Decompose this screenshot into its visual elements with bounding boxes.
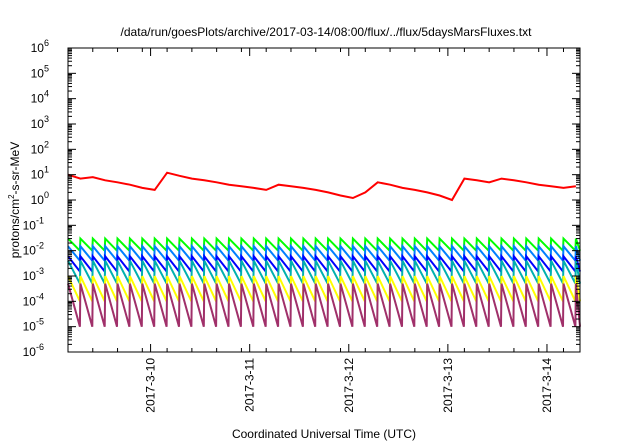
x-tick-label: 2017-3-11 bbox=[243, 358, 257, 412]
x-tick-label: 2017-3-14 bbox=[540, 358, 554, 413]
y-tick-label: 100 bbox=[31, 190, 49, 207]
y-tick-label: 10-6 bbox=[23, 342, 44, 359]
x-axis: 2017-3-10 2017-3-11 2017-3-12 2017-3-13 2017… bbox=[67, 48, 564, 413]
y-tick-label: 105 bbox=[31, 63, 49, 80]
chart-title: /data/run/goesPlots/archive/2017-03-14/0… bbox=[121, 25, 533, 39]
y-tick-label: 102 bbox=[31, 139, 49, 156]
y-tick-label: 10-2 bbox=[23, 241, 44, 258]
y-tick-label: 104 bbox=[31, 89, 49, 106]
y-tick-label: 10-3 bbox=[23, 266, 44, 283]
y-tick-label: 101 bbox=[31, 165, 49, 182]
y-tick-label: 106 bbox=[31, 38, 49, 55]
series-lines bbox=[67, 171, 581, 327]
y-axis-label: protons/cm2-s-sr-MeV bbox=[7, 142, 22, 258]
y-tick-label: 10-4 bbox=[23, 291, 44, 308]
x-axis-label: Coordinated Universal Time (UTC) bbox=[232, 427, 416, 441]
plot-frame bbox=[67, 47, 581, 353]
x-tick-label: 2017-3-12 bbox=[342, 358, 356, 413]
y-tick-label: 10-5 bbox=[23, 317, 44, 334]
x-tick-label: 2017-3-13 bbox=[441, 358, 455, 413]
y-tick-label: 103 bbox=[31, 114, 49, 131]
series-line-0 bbox=[67, 171, 577, 202]
series-line-6 bbox=[67, 283, 581, 327]
x-tick-label: 2017-3-10 bbox=[144, 358, 158, 413]
y-tick-label: 10-1 bbox=[23, 215, 44, 232]
